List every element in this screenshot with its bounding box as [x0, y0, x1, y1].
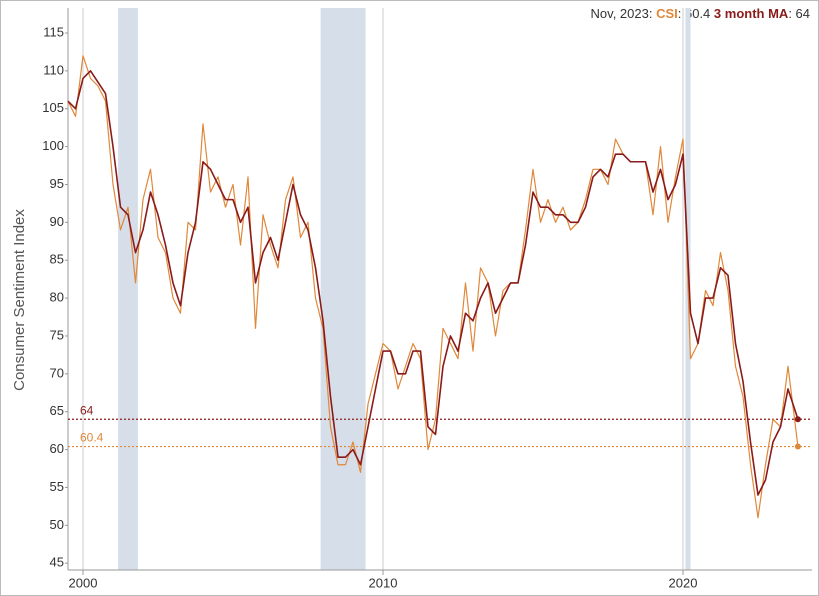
y-tick-label: 65	[50, 403, 64, 418]
y-tick-label: 105	[42, 100, 64, 115]
header-date: Nov, 2023:	[591, 6, 653, 21]
last-point	[794, 416, 801, 423]
header-series-name: 3 month MA	[714, 6, 789, 21]
reference-label: 64	[80, 403, 94, 417]
y-tick-label: 115	[43, 24, 64, 39]
header-value: : 64	[788, 6, 810, 21]
y-tick-label: 100	[42, 138, 64, 153]
y-axis-label: Consumer Sentiment Index	[11, 209, 28, 391]
reference-label: 60.4	[80, 431, 104, 445]
header-series-name: CSI	[656, 6, 678, 21]
header: Nov, 2023: CSI: 60.4 3 month MA: 64	[591, 6, 810, 21]
recession-band	[118, 8, 138, 570]
x-tick-label: 2000	[69, 575, 98, 590]
y-tick-label: 95	[50, 176, 64, 191]
x-tick-label: 2020	[669, 575, 698, 590]
y-tick-label: 60	[50, 441, 64, 456]
y-tick-label: 70	[50, 365, 64, 380]
y-tick-label: 85	[50, 252, 64, 267]
y-tick-label: 45	[50, 555, 64, 570]
y-tick-label: 90	[50, 214, 64, 229]
last-point	[794, 443, 801, 450]
x-tick-label: 2010	[369, 575, 398, 590]
recession-band	[320, 8, 366, 570]
y-tick-label: 75	[50, 327, 64, 342]
series-line	[67, 55, 799, 519]
y-tick-label: 110	[43, 62, 64, 77]
series-line	[67, 70, 799, 496]
y-tick-label: 55	[50, 479, 64, 494]
y-tick-label: 50	[50, 517, 64, 532]
y-tick-label: 80	[50, 290, 64, 305]
